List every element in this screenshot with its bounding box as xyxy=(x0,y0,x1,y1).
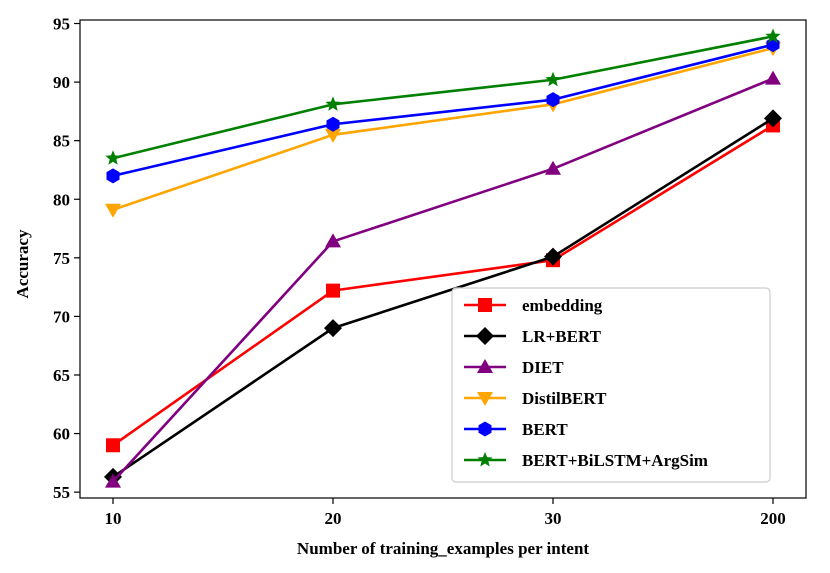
plot-frame xyxy=(79,19,807,499)
data-point-bert-bilstm-argsim xyxy=(545,71,561,87)
y-tick-label: 65 xyxy=(53,366,70,385)
legend-marker-bert-bilstm-argsim xyxy=(477,452,493,467)
data-point-bert-bilstm-argsim xyxy=(325,96,341,111)
series-layer xyxy=(104,28,782,488)
legend-marker-bert xyxy=(478,421,492,437)
series-bert-bilstm-argsim xyxy=(105,28,781,165)
series-line-diet xyxy=(112,77,774,483)
y-tick-label: 80 xyxy=(53,190,70,209)
x-tick-label: 200 xyxy=(760,509,786,528)
data-point-diet xyxy=(765,70,781,85)
legend-label-bert: BERT xyxy=(522,420,568,439)
legend-marker-diet xyxy=(477,359,493,373)
series-line-distilbert xyxy=(112,46,774,212)
legend-box xyxy=(451,287,771,483)
series-line-bert xyxy=(112,43,774,178)
x-axis-title: Number of training_examples per intent xyxy=(297,539,589,558)
legend-item-lr-bert: LR+BERT xyxy=(464,327,602,346)
series-bert xyxy=(106,37,780,184)
x-tick-label: 10 xyxy=(105,509,122,528)
data-point-bert-bilstm-argsim xyxy=(105,150,121,165)
series-lr-bert xyxy=(104,109,782,486)
data-point-diet xyxy=(325,233,341,248)
legend-label-lr-bert: LR+BERT xyxy=(522,327,602,346)
series-line-embedding xyxy=(112,124,774,447)
y-tick-label: 75 xyxy=(53,249,70,268)
data-point-distilbert xyxy=(105,203,121,218)
data-point-lr-bert xyxy=(764,109,782,128)
series-diet xyxy=(105,70,781,488)
legend-label-bert-bilstm-argsim: BERT+BiLSTM+ArgSim xyxy=(522,451,708,470)
legend-label-embedding: embedding xyxy=(522,296,603,315)
series-line-lr-bert xyxy=(112,117,774,478)
data-point-bert xyxy=(326,116,340,132)
y-axis-title: Accuracy xyxy=(13,229,32,298)
legend-marker-distilbert xyxy=(477,392,493,406)
y-tick-label: 60 xyxy=(53,425,70,444)
y-tick-label: 95 xyxy=(53,15,70,34)
data-point-bert xyxy=(106,168,120,184)
data-point-embedding xyxy=(106,438,120,453)
data-point-diet xyxy=(105,473,121,488)
data-point-lr-bert xyxy=(324,319,342,338)
y-tick-label: 55 xyxy=(53,483,70,502)
legend-item-distilbert: DistilBERT xyxy=(464,389,607,408)
axes: 55 60 65 70 75 80 85 90 95 10 20 30 200 xyxy=(53,15,807,528)
legend-item-bert-bilstm-argsim: BERT+BiLSTM+ArgSim xyxy=(464,451,708,470)
y-tick-label: 85 xyxy=(53,132,70,151)
data-point-diet xyxy=(545,160,561,175)
legend-label-distilbert: DistilBERT xyxy=(522,389,607,408)
legend-marker-lr-bert xyxy=(476,327,494,345)
data-point-lr-bert xyxy=(544,247,562,266)
legend-marker-embedding xyxy=(478,298,492,312)
data-point-distilbert xyxy=(325,128,341,143)
legend-item-embedding: embedding xyxy=(464,296,603,315)
legend-item-diet: DIET xyxy=(464,358,564,377)
legend-item-bert: BERT xyxy=(464,420,568,439)
y-tick-label: 90 xyxy=(53,73,70,92)
data-point-embedding xyxy=(326,283,340,298)
y-tick-label: 70 xyxy=(53,307,70,326)
data-point-bert-bilstm-argsim xyxy=(765,28,781,43)
x-tick-label: 30 xyxy=(545,509,562,528)
data-point-bert xyxy=(546,92,560,108)
legend: embedding LR+BERT DIET DistilBERT BERT BERT+B… xyxy=(451,287,771,483)
legend-label-diet: DIET xyxy=(522,358,564,377)
series-line-bert-bilstm-argsim xyxy=(112,35,774,160)
x-tick-label: 20 xyxy=(325,509,342,528)
